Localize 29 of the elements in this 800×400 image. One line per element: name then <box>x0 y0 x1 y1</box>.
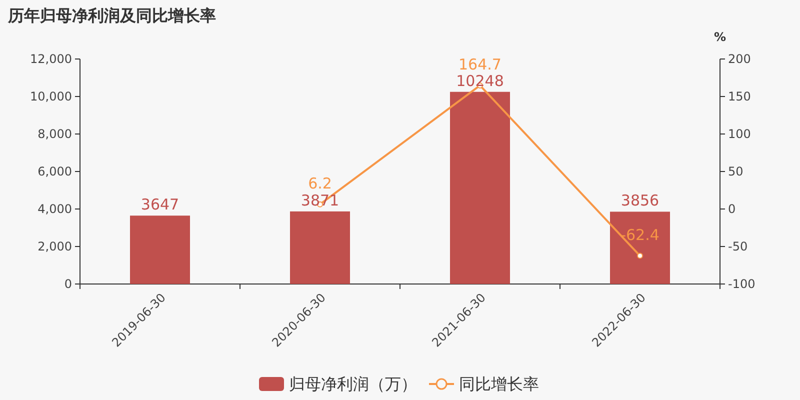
y2-axis-title: % <box>714 30 726 44</box>
y-tick-label: 2,000 <box>38 239 72 254</box>
y-tick-label: 6,000 <box>38 164 72 178</box>
y-tick-label: 10,000 <box>30 89 72 104</box>
data-label: 164.7 <box>458 55 502 74</box>
point <box>637 252 643 259</box>
y-tick-label: 0 <box>64 276 72 291</box>
y2-tick-label: 150 <box>728 89 751 104</box>
data-label: 3647 <box>140 196 180 214</box>
data-label: -62.4 <box>620 226 660 244</box>
y2-tick-label: -100 <box>728 276 756 291</box>
bar <box>610 212 670 284</box>
data-label: 6.2 <box>308 174 332 192</box>
data-label: 3856 <box>620 192 660 210</box>
bar <box>450 92 510 284</box>
y2-tick-label: -50 <box>728 239 748 254</box>
y2-tick-label: 50 <box>728 164 744 178</box>
y-tick-label: 12,000 <box>30 52 72 66</box>
y-tick-label: 4,000 <box>38 202 72 216</box>
y2-tick-label: 0 <box>728 202 736 216</box>
bar <box>290 211 350 284</box>
legend-label: 归母净利润（万） <box>289 374 417 394</box>
y-tick-label: 8,000 <box>38 126 72 141</box>
y2-tick-label: 100 <box>728 126 751 141</box>
legend-label: 同比增长率 <box>459 374 539 394</box>
chart-title: 历年归母净利润及同比增长率 <box>7 6 216 25</box>
bar <box>130 216 190 284</box>
data-label: 10248 <box>456 72 504 90</box>
y2-tick-label: 200 <box>728 52 751 66</box>
